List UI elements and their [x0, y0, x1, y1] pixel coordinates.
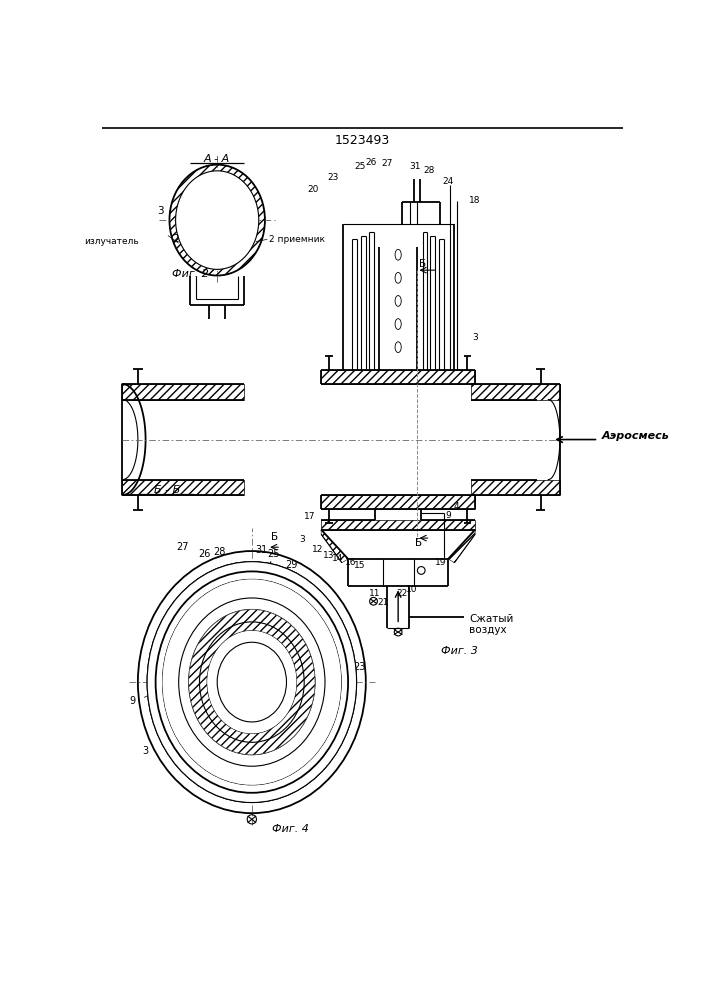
Bar — [321, 495, 475, 509]
Text: 23: 23 — [354, 662, 366, 672]
Text: 28: 28 — [423, 166, 435, 175]
Text: 13: 13 — [323, 551, 334, 560]
Text: 20: 20 — [308, 185, 319, 194]
Text: A - A: A - A — [204, 153, 230, 163]
Ellipse shape — [163, 579, 341, 785]
Text: 1523493: 1523493 — [334, 134, 390, 147]
Ellipse shape — [163, 579, 341, 785]
Text: 17: 17 — [304, 512, 315, 521]
Text: 11: 11 — [369, 589, 381, 598]
Text: 10: 10 — [303, 754, 316, 764]
Text: 19: 19 — [435, 558, 446, 567]
Ellipse shape — [189, 609, 315, 755]
Text: Б: Б — [271, 532, 279, 542]
Text: 4: 4 — [453, 502, 459, 511]
Bar — [472, 480, 560, 495]
Text: 10: 10 — [407, 585, 418, 594]
Text: 14: 14 — [332, 554, 344, 563]
Bar — [321, 520, 475, 530]
Ellipse shape — [147, 562, 356, 803]
Text: 21: 21 — [377, 598, 388, 607]
Text: 15: 15 — [280, 768, 293, 778]
Text: 25: 25 — [354, 162, 366, 171]
Text: Б: Б — [419, 259, 426, 269]
Ellipse shape — [147, 562, 356, 803]
Text: 9: 9 — [445, 511, 451, 520]
Ellipse shape — [207, 631, 296, 733]
Text: 16: 16 — [344, 558, 356, 567]
Text: 3: 3 — [472, 333, 478, 342]
Text: Аэросмесь: Аэросмесь — [602, 431, 670, 441]
Text: Фиг. 4: Фиг. 4 — [272, 824, 309, 834]
Text: 26: 26 — [366, 158, 377, 167]
Text: 24: 24 — [443, 177, 454, 186]
Ellipse shape — [147, 562, 356, 803]
Ellipse shape — [217, 642, 286, 722]
Text: 27: 27 — [176, 542, 189, 552]
Text: Б: Б — [414, 538, 421, 548]
Text: 3: 3 — [157, 206, 163, 216]
Text: 9: 9 — [129, 696, 136, 706]
Text: 27: 27 — [381, 159, 392, 168]
Text: 3: 3 — [299, 535, 305, 544]
Bar — [122, 480, 244, 495]
Text: Сжатый
воздух: Сжатый воздух — [469, 614, 513, 635]
Text: Фиг. 2: Фиг. 2 — [172, 269, 209, 279]
Text: 23: 23 — [327, 173, 339, 182]
Text: 3: 3 — [143, 746, 148, 756]
Text: 15: 15 — [354, 561, 366, 570]
Text: 26: 26 — [198, 549, 210, 559]
Text: 31: 31 — [255, 545, 267, 555]
Text: излучатель: излучатель — [84, 237, 139, 246]
Bar — [321, 370, 475, 384]
Bar — [122, 384, 244, 400]
Text: 18: 18 — [469, 196, 481, 205]
Bar — [472, 384, 560, 400]
Text: 22: 22 — [397, 589, 408, 598]
Ellipse shape — [189, 609, 315, 755]
Text: 2 приемник: 2 приемник — [269, 235, 325, 244]
Text: 28: 28 — [214, 547, 226, 557]
Text: 31: 31 — [409, 162, 421, 171]
Text: 25: 25 — [267, 549, 280, 559]
Ellipse shape — [163, 579, 341, 785]
Text: 2: 2 — [173, 234, 179, 244]
Text: 29: 29 — [286, 560, 298, 570]
Text: 12: 12 — [312, 545, 323, 554]
Ellipse shape — [175, 171, 259, 269]
Circle shape — [417, 567, 425, 574]
Text: Б - Б: Б - Б — [154, 485, 180, 495]
Text: Фиг. 3: Фиг. 3 — [441, 646, 478, 656]
